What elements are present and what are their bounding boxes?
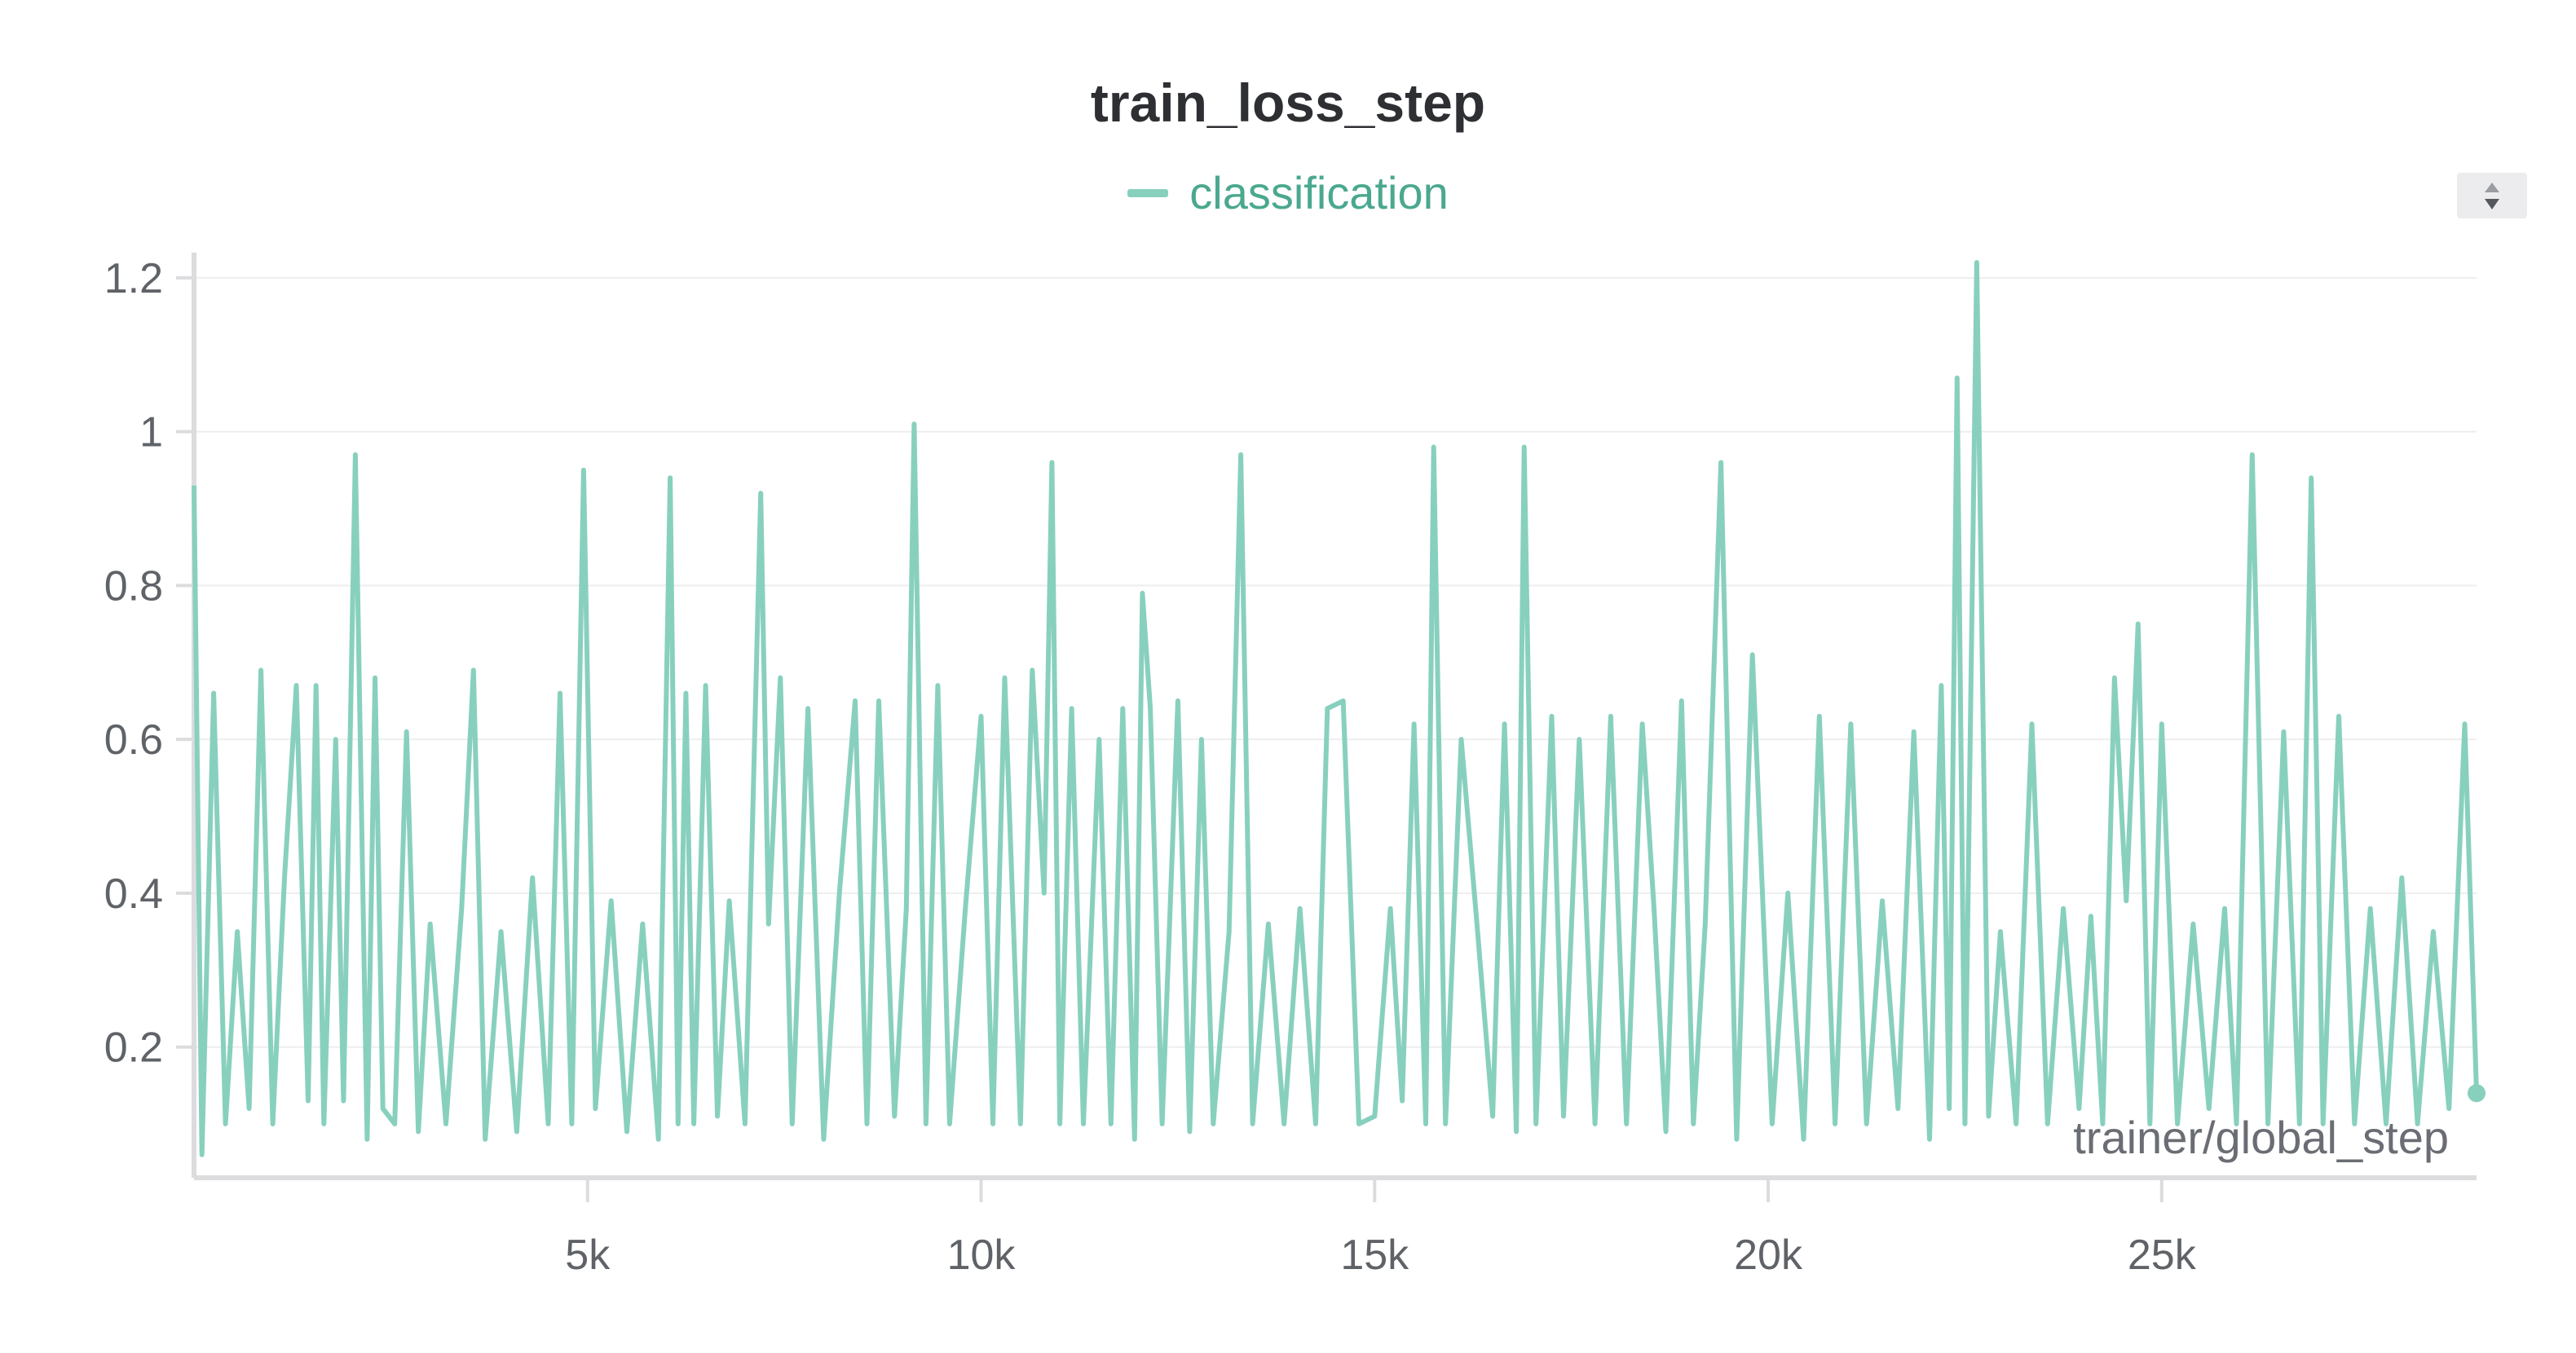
y-tick-label: 0.8 bbox=[104, 562, 163, 610]
x-tick-label: 25k bbox=[2128, 1232, 2197, 1279]
y-tick-label: 1 bbox=[139, 409, 163, 456]
chart-title: train_loss_step bbox=[1090, 73, 1486, 133]
y-tick-label: 1.2 bbox=[104, 255, 163, 302]
x-tick-label: 5k bbox=[565, 1232, 611, 1279]
x-tick-label: 20k bbox=[1734, 1232, 1803, 1279]
series-line-classification[interactable] bbox=[192, 260, 2479, 1157]
legend-label-classification: classification bbox=[1189, 167, 1449, 218]
chart-legend[interactable]: classification bbox=[0, 166, 2576, 219]
y-tick-label: 0.6 bbox=[104, 716, 163, 764]
y-tick-label: 0.4 bbox=[104, 870, 163, 918]
legend-scroll-control[interactable] bbox=[2457, 173, 2527, 218]
legend-swatch-classification bbox=[1127, 188, 1169, 197]
series-end-point[interactable] bbox=[2468, 1084, 2486, 1103]
x-tick-label: 10k bbox=[947, 1232, 1017, 1279]
legend-scroll-icon bbox=[2485, 183, 2499, 209]
y-tick-label: 0.2 bbox=[104, 1025, 163, 1072]
x-axis-label: trainer/global_step bbox=[2073, 1112, 2449, 1163]
x-tick-label: 15k bbox=[1340, 1232, 1409, 1279]
